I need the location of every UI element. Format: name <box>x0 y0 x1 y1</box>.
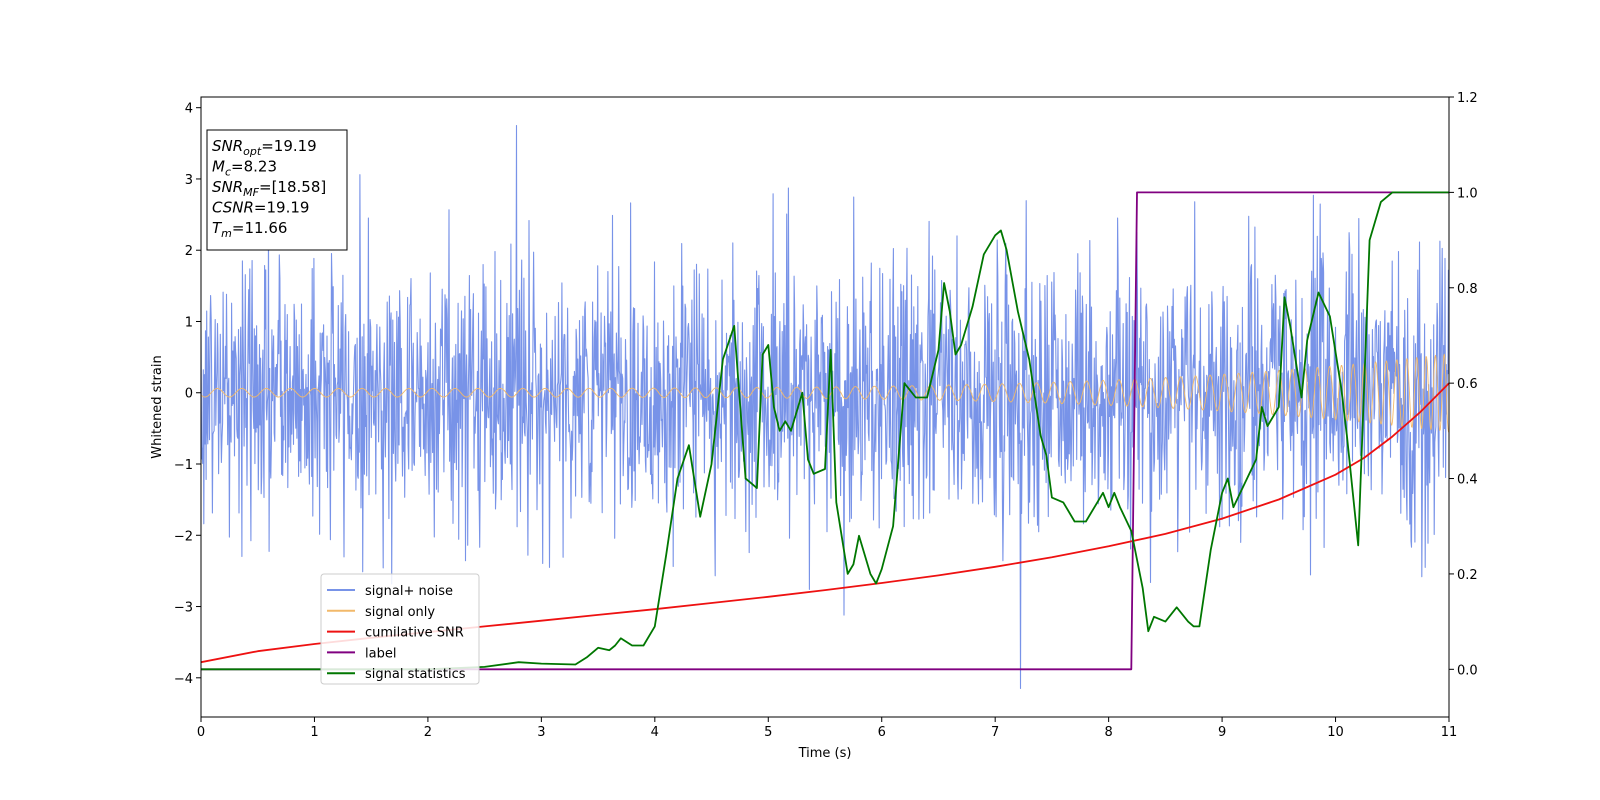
info-line-value: =19.19 <box>254 199 310 217</box>
y2-tick-label: 0.0 <box>1457 663 1478 678</box>
x-axis-label: Time (s) <box>798 746 852 761</box>
x-tick-label: 2 <box>424 725 432 740</box>
info-line-symbol: T <box>212 219 223 237</box>
y-axis-label: Whitened strain <box>150 355 165 458</box>
y-tick-label: −2 <box>174 529 193 544</box>
y-tick-label: 1 <box>185 315 193 330</box>
info-line-symbol: CSNR <box>212 199 254 217</box>
x-tick-label: 4 <box>651 725 659 740</box>
legend-label: signal+ noise <box>365 584 453 599</box>
info-line-symbol: SNR <box>212 137 243 155</box>
x-tick-label: 11 <box>1441 725 1458 740</box>
info-line-value: =19.19 <box>261 137 317 155</box>
info-line: CSNR=19.19 <box>212 199 309 217</box>
legend-frame <box>320 573 480 685</box>
y-axis-right: 0.0 0.2 0.4 0.6 0.8 1.0 1.2 <box>1449 91 1478 678</box>
info-line-value: =11.66 <box>232 219 288 237</box>
y2-tick-label: 0.8 <box>1457 282 1478 297</box>
info-line-subscript: MF <box>243 186 259 199</box>
y2-tick-label: 1.0 <box>1457 186 1478 201</box>
info-line-subscript: opt <box>243 145 262 158</box>
y-tick-label: 3 <box>185 173 193 188</box>
legend-label: cumilative SNR <box>365 626 464 641</box>
x-tick-label: 7 <box>991 725 999 740</box>
y2-tick-label: 0.6 <box>1457 377 1478 392</box>
x-tick-label: 5 <box>764 725 772 740</box>
x-tick-label: 0 <box>197 725 205 740</box>
y-tick-label: −1 <box>174 458 193 473</box>
x-tick-label: 1 <box>310 725 318 740</box>
y-tick-label: 4 <box>185 102 193 117</box>
series-line-label <box>201 191 1449 671</box>
plot-frame <box>200 96 1450 718</box>
info-line-subscript: c <box>225 166 231 179</box>
info-line: SNRopt=19.19 <box>212 137 317 158</box>
y-tick-label: −3 <box>174 601 193 616</box>
x-tick-label: 3 <box>537 725 545 740</box>
x-tick-label: 10 <box>1327 725 1344 740</box>
y-tick-label: −4 <box>174 672 193 687</box>
y-tick-label: 0 <box>185 387 193 402</box>
info-line-symbol: M <box>212 158 225 176</box>
info-line: Tm=11.66 <box>212 219 287 240</box>
series-line-signal-statistics <box>201 191 1449 671</box>
info-line-value: =8.23 <box>231 158 277 176</box>
y-tick-label: 2 <box>185 244 193 259</box>
info-box: SNRopt=19.19Mc=8.23SNRMF=[18.58]CSNR=19.… <box>206 129 348 251</box>
legend: signal+ noise signal only cumilative SNR la… <box>320 573 480 685</box>
x-tick-label: 8 <box>1104 725 1112 740</box>
y2-tick-label: 0.4 <box>1457 473 1478 488</box>
x-axis: 0 1 2 3 4 5 6 7 8 9 10 11 <box>197 717 1457 740</box>
legend-label: signal only <box>365 605 435 620</box>
series-line-signal-only <box>201 353 1449 433</box>
legend-label: signal statistics <box>365 667 466 682</box>
x-tick-label: 6 <box>878 725 886 740</box>
info-line-value: =[18.58] <box>259 178 326 196</box>
info-line: SNRMF=[18.58] <box>212 178 326 199</box>
x-tick-label: 9 <box>1218 725 1226 740</box>
y2-tick-label: 1.2 <box>1457 91 1478 106</box>
legend-label: label <box>365 646 396 661</box>
y2-tick-label: 0.2 <box>1457 568 1478 583</box>
info-box-frame <box>206 129 348 251</box>
y-axis-left: −4 −3 −2 −1 0 1 2 3 4 <box>174 102 201 687</box>
info-line: Mc=8.23 <box>212 158 277 179</box>
info-line-subscript: m <box>221 227 232 240</box>
info-line-symbol: SNR <box>212 178 243 196</box>
